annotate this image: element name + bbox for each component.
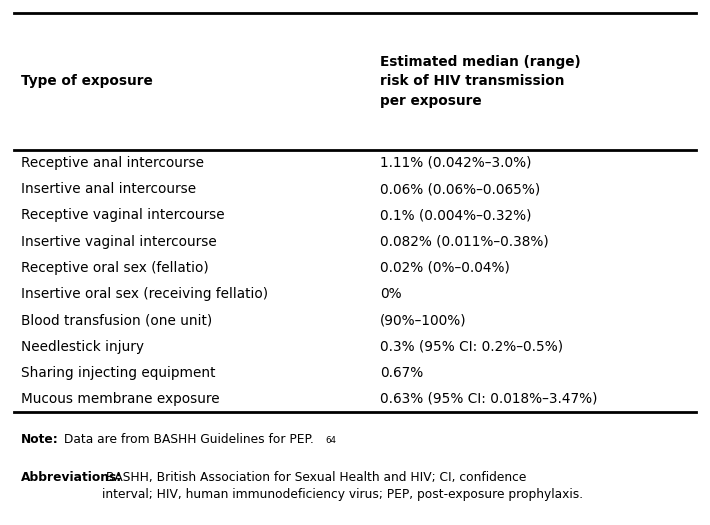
Text: Insertive vaginal intercourse: Insertive vaginal intercourse	[21, 235, 217, 248]
Text: 0.67%: 0.67%	[380, 366, 423, 380]
Text: Note:: Note:	[21, 433, 59, 446]
Text: 0.02% (0%–0.04%): 0.02% (0%–0.04%)	[380, 261, 510, 275]
Text: 0.06% (0.06%–0.065%): 0.06% (0.06%–0.065%)	[380, 182, 540, 196]
Text: 0%: 0%	[380, 287, 401, 301]
Text: (90%–100%): (90%–100%)	[380, 313, 466, 327]
Text: Blood transfusion (one unit): Blood transfusion (one unit)	[21, 313, 212, 327]
Text: Data are from BASHH Guidelines for PEP.: Data are from BASHH Guidelines for PEP.	[60, 433, 315, 446]
Text: Receptive vaginal intercourse: Receptive vaginal intercourse	[21, 208, 225, 222]
Text: Receptive oral sex (fellatio): Receptive oral sex (fellatio)	[21, 261, 209, 275]
Text: Type of exposure: Type of exposure	[21, 75, 153, 88]
Text: Sharing injecting equipment: Sharing injecting equipment	[21, 366, 216, 380]
Text: 0.082% (0.011%–0.38%): 0.082% (0.011%–0.38%)	[380, 235, 549, 248]
Text: Insertive oral sex (receiving fellatio): Insertive oral sex (receiving fellatio)	[21, 287, 268, 301]
Text: 0.1% (0.004%–0.32%): 0.1% (0.004%–0.32%)	[380, 208, 531, 222]
Text: 1.11% (0.042%–3.0%): 1.11% (0.042%–3.0%)	[380, 156, 531, 170]
Text: Estimated median (range)
risk of HIV transmission
per exposure: Estimated median (range) risk of HIV tra…	[380, 55, 581, 108]
Text: 0.3% (95% CI: 0.2%–0.5%): 0.3% (95% CI: 0.2%–0.5%)	[380, 340, 563, 353]
Text: BASHH, British Association for Sexual Health and HIV; CI, confidence
interval; H: BASHH, British Association for Sexual He…	[102, 471, 583, 501]
Text: 64: 64	[325, 436, 336, 445]
Text: Abbreviations:: Abbreviations:	[21, 471, 123, 484]
Text: Receptive anal intercourse: Receptive anal intercourse	[21, 156, 204, 170]
Text: Insertive anal intercourse: Insertive anal intercourse	[21, 182, 197, 196]
Text: Needlestick injury: Needlestick injury	[21, 340, 144, 353]
Text: 0.63% (95% CI: 0.018%–3.47%): 0.63% (95% CI: 0.018%–3.47%)	[380, 392, 597, 406]
Text: Mucous membrane exposure: Mucous membrane exposure	[21, 392, 220, 406]
